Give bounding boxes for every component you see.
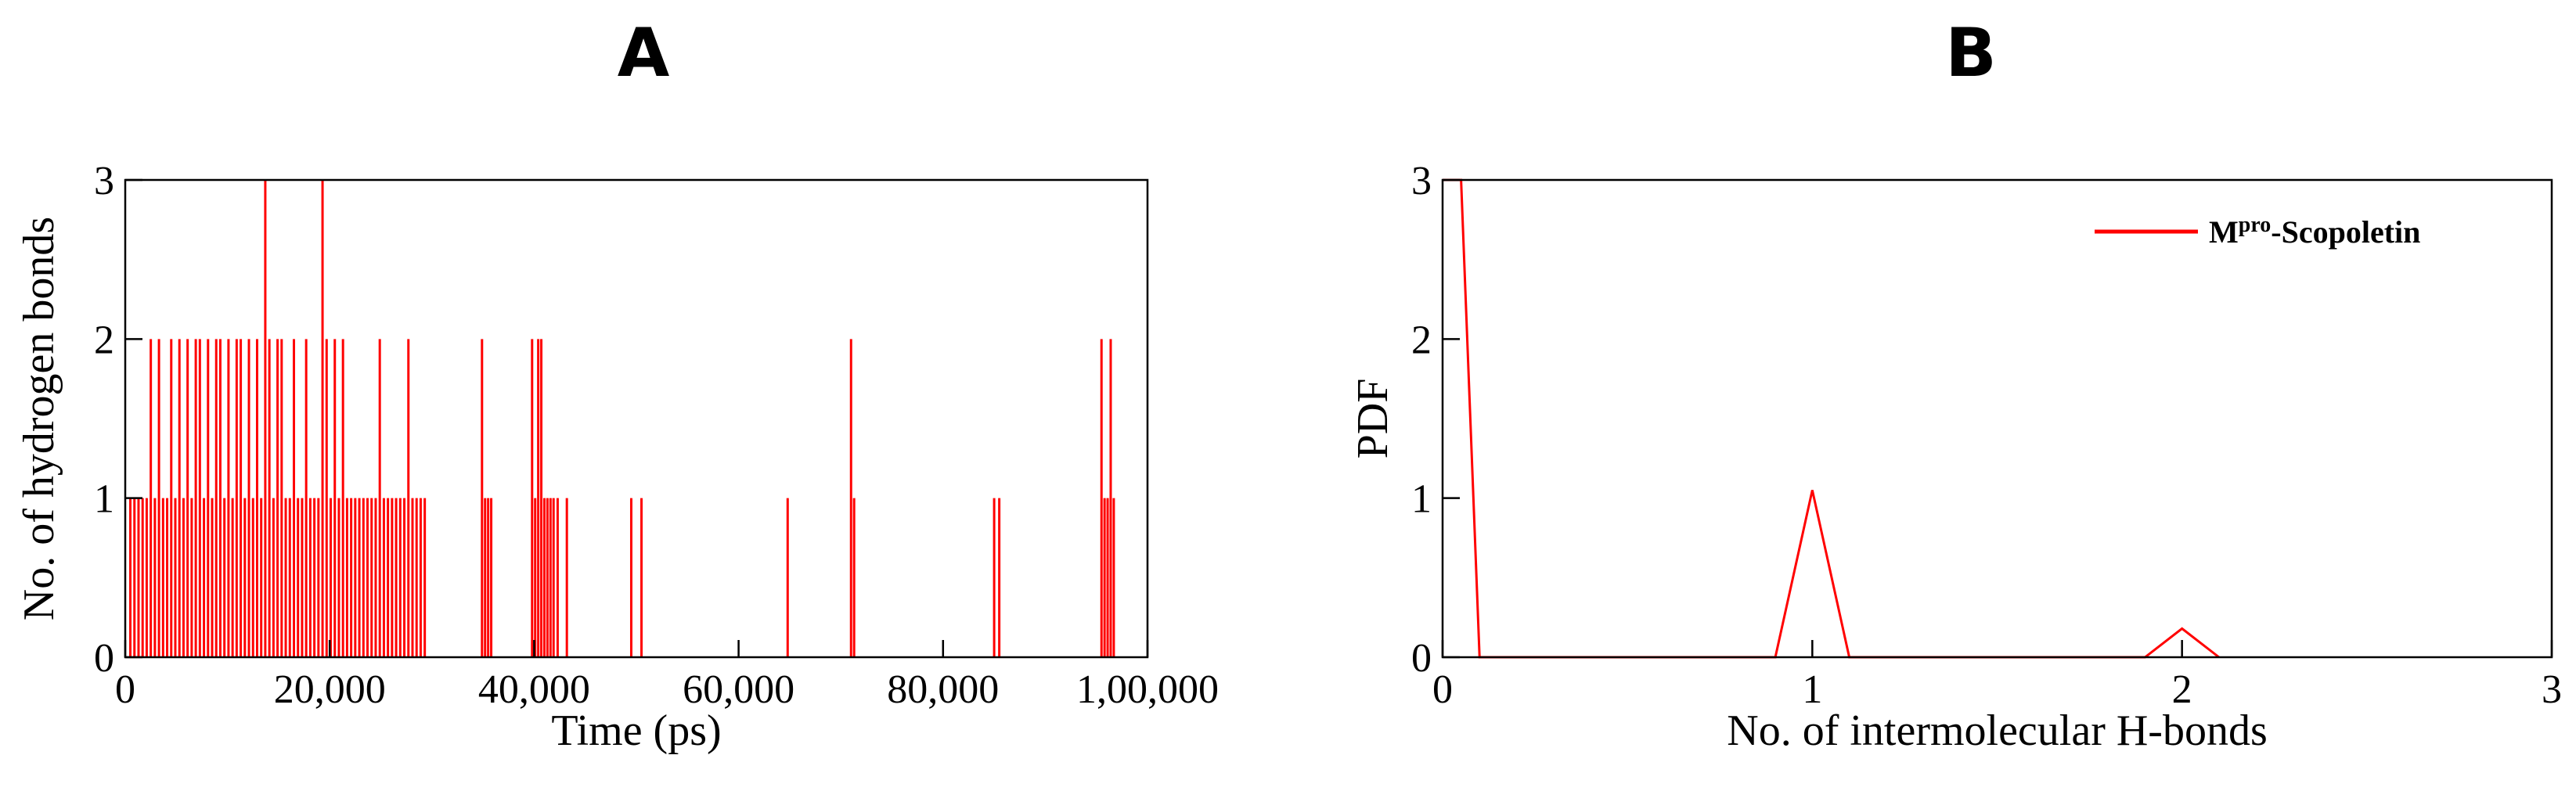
x-tick-label: 20,000 bbox=[274, 667, 386, 712]
y-tick-label: 0 bbox=[94, 636, 114, 681]
y-axis-label-b: PDF bbox=[1349, 379, 1397, 459]
panel-label-b: B bbox=[1945, 14, 1997, 92]
y-tick-label: 1 bbox=[1411, 477, 1432, 522]
x-tick-label: 2 bbox=[2172, 667, 2192, 712]
legend-label: Mpro-Scopoletin bbox=[2209, 213, 2420, 250]
x-tick-label: 3 bbox=[2542, 667, 2562, 712]
y-tick-label: 0 bbox=[1411, 636, 1432, 681]
y-tick-label: 2 bbox=[1411, 318, 1432, 362]
plot-frame-a bbox=[124, 178, 1149, 659]
y-tick-label: 1 bbox=[94, 477, 114, 522]
panel-label-a: A bbox=[617, 14, 670, 92]
y-tick-label: 2 bbox=[94, 318, 114, 362]
x-tick-label: 0 bbox=[115, 667, 135, 712]
x-tick-label: 80,000 bbox=[887, 667, 999, 712]
y-tick-label: 3 bbox=[1411, 159, 1432, 203]
series-line bbox=[1443, 178, 2220, 659]
x-tick-label: 1 bbox=[1802, 667, 1822, 712]
x-tick-label: 0 bbox=[1432, 667, 1453, 712]
y-axis-label-a: No. of hydrogen bonds bbox=[15, 217, 63, 620]
x-tick-label: 40,000 bbox=[478, 667, 590, 712]
x-tick-label: 60,000 bbox=[683, 667, 794, 712]
plot-frame-b bbox=[1441, 178, 2553, 659]
x-axis-label-b: No. of intermolecular H-bonds bbox=[1727, 707, 2267, 755]
y-tick-label: 3 bbox=[94, 159, 114, 203]
x-axis-label-a: Time (ps) bbox=[551, 707, 721, 755]
x-tick-label: 1,00,000 bbox=[1076, 667, 1219, 712]
